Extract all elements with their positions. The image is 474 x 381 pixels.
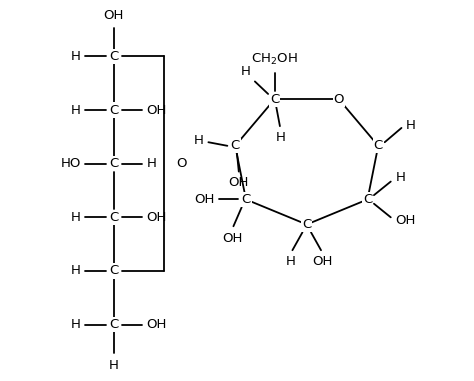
Text: H: H <box>71 104 81 117</box>
Text: H: H <box>194 134 204 147</box>
Text: C: C <box>302 218 311 231</box>
Text: HO: HO <box>60 157 81 170</box>
Text: H: H <box>276 131 286 144</box>
Text: O: O <box>176 157 187 170</box>
Text: OH: OH <box>194 193 214 206</box>
Text: OH: OH <box>313 255 333 268</box>
Text: C: C <box>109 104 118 117</box>
Text: OH: OH <box>146 318 167 331</box>
Text: C: C <box>374 139 383 152</box>
Text: H: H <box>146 157 156 170</box>
Text: OH: OH <box>222 232 243 245</box>
Text: OH: OH <box>146 104 167 117</box>
Text: H: H <box>406 118 416 131</box>
Text: OH: OH <box>395 215 416 227</box>
Text: H: H <box>71 318 81 331</box>
Text: H: H <box>71 50 81 63</box>
Text: C: C <box>109 318 118 331</box>
Text: H: H <box>109 359 118 371</box>
Text: OH: OH <box>103 10 124 22</box>
Text: C: C <box>109 50 118 63</box>
Text: H: H <box>395 171 405 184</box>
Text: H: H <box>71 264 81 277</box>
Text: C: C <box>363 193 372 206</box>
Text: C: C <box>230 139 240 152</box>
Text: H: H <box>286 255 296 268</box>
Text: CH$_2$OH: CH$_2$OH <box>251 52 298 67</box>
Text: C: C <box>270 93 279 106</box>
Text: H: H <box>71 211 81 224</box>
Text: C: C <box>241 193 251 206</box>
Text: OH: OH <box>228 176 249 189</box>
Text: O: O <box>334 93 344 106</box>
Text: H: H <box>241 65 251 78</box>
Text: OH: OH <box>146 211 167 224</box>
Text: C: C <box>109 157 118 170</box>
Text: C: C <box>109 264 118 277</box>
Text: C: C <box>109 211 118 224</box>
